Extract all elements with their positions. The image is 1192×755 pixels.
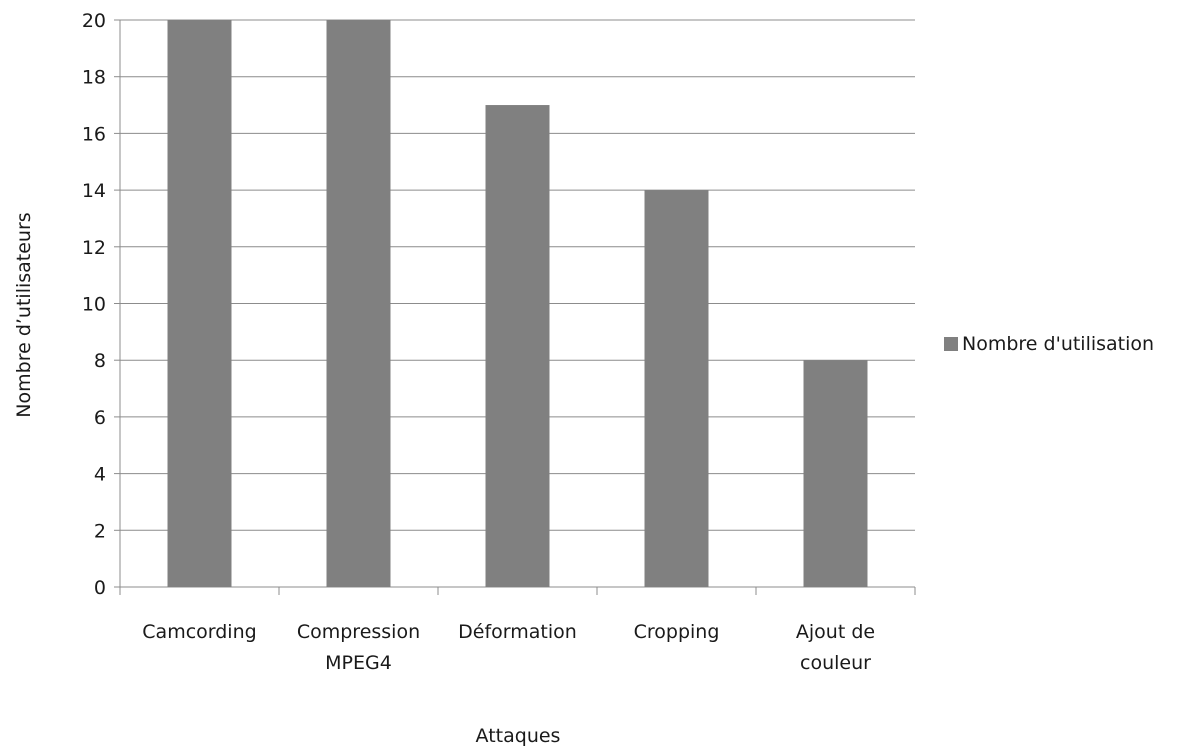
y-axis-title: Nombre d’utilisateurs [13,212,35,417]
x-tick-label: Camcording [142,621,256,643]
bar [167,20,232,587]
y-tick-label: 18 [82,67,106,89]
y-tick-label: 0 [94,577,106,599]
bar [644,190,709,587]
x-tick-label: Compression [297,621,420,643]
x-tick-label: Ajout de [796,621,875,643]
bar [326,20,391,587]
y-tick-label: 16 [82,123,106,145]
bar [803,360,868,587]
bar [485,105,550,588]
y-tick-label: 6 [94,407,106,429]
legend-swatch [944,337,958,351]
y-tick-label: 4 [94,464,106,486]
y-tick-label: 12 [82,237,106,259]
legend: Nombre d'utilisation [944,333,1154,355]
y-tick-label: 2 [94,520,106,542]
x-tick-label: couleur [800,652,871,674]
x-tick-label: MPEG4 [325,652,392,674]
y-tick-label: 14 [82,180,106,202]
bars [167,20,868,588]
x-tick-label: Déformation [458,621,577,643]
x-axis-title: Attaques [476,725,561,747]
y-tick-label: 8 [94,350,106,372]
y-tick-labels: 0 2 4 6 8 10 12 14 16 18 20 [82,10,106,599]
y-tick-label: 10 [82,294,106,316]
x-tick-labels: Camcording Compression MPEG4 Déformation Cro… [142,621,875,674]
x-tick-label: Cropping [634,621,720,643]
legend-label: Nombre d'utilisation [962,333,1154,355]
y-tick-label: 20 [82,10,106,32]
